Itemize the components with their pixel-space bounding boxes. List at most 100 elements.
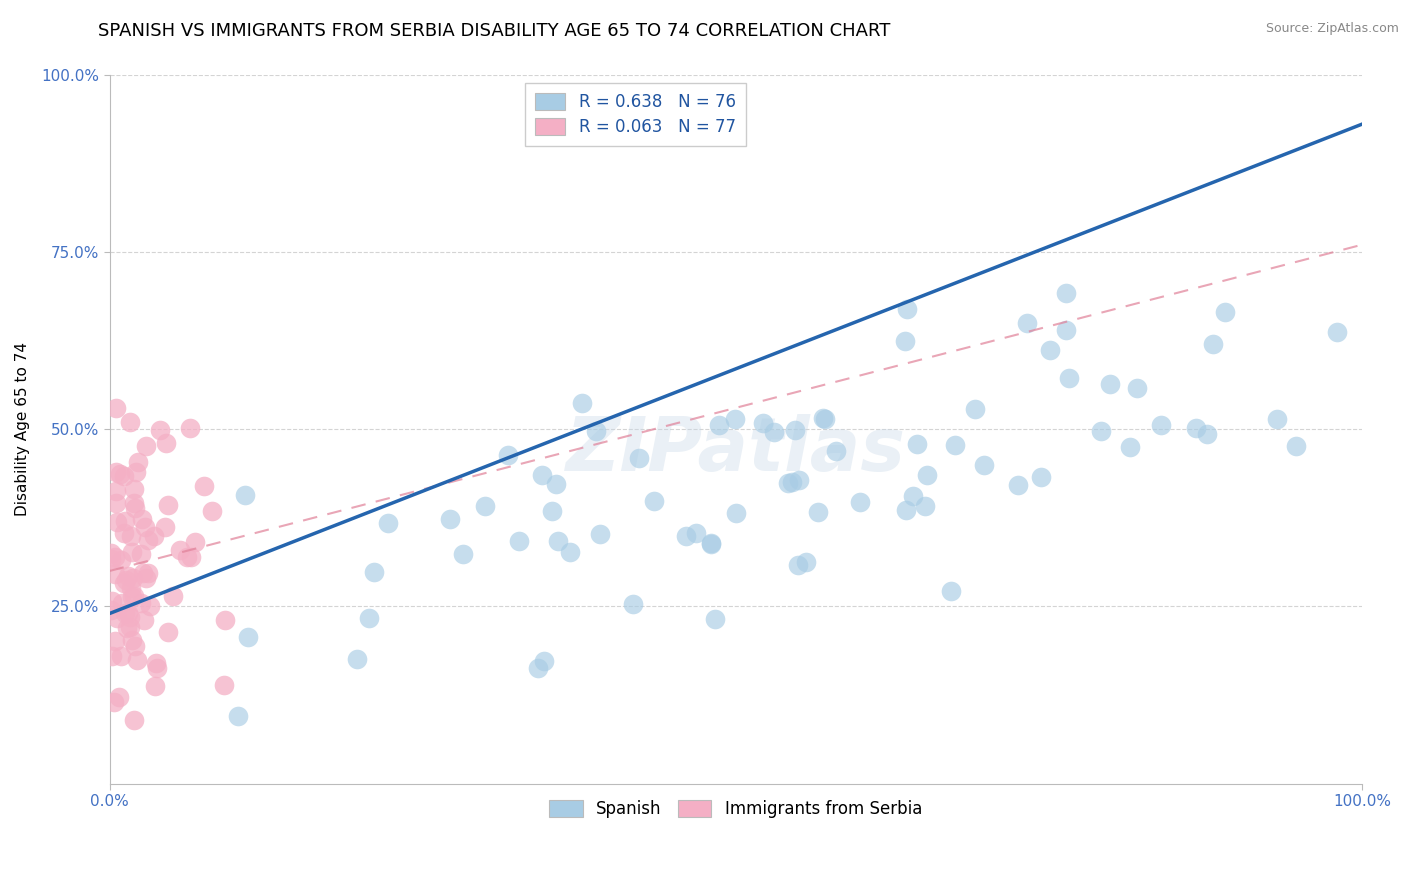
Point (825, 444, 848, 458)
Point (100, 546, 122, 560)
Point (134, 520, 156, 534)
Point (121, 545, 143, 559)
Point (700, 536, 723, 550)
Point (546, 476, 568, 491)
Point (121, 529, 143, 543)
Point (122, 483, 145, 497)
Point (118, 415, 141, 429)
Point (849, 495, 872, 509)
Point (153, 520, 176, 534)
Point (1054, 323, 1077, 337)
Point (1057, 370, 1080, 384)
Point (122, 496, 145, 510)
Point (508, 533, 530, 548)
Point (704, 612, 727, 626)
Point (124, 501, 146, 516)
Point (104, 401, 127, 415)
Point (115, 621, 138, 635)
Point (122, 713, 145, 727)
Point (1007, 477, 1029, 491)
Point (156, 625, 179, 640)
Point (108, 467, 131, 481)
Point (135, 439, 157, 453)
Point (1195, 427, 1218, 442)
Point (149, 424, 172, 438)
Point (787, 558, 810, 573)
Point (621, 597, 644, 611)
Point (915, 467, 938, 482)
Point (112, 469, 135, 483)
Point (893, 334, 915, 348)
Point (585, 424, 607, 438)
Point (114, 514, 136, 528)
Point (1125, 381, 1147, 395)
Point (125, 465, 148, 479)
Point (1039, 343, 1062, 358)
Point (104, 566, 127, 581)
Point (112, 525, 135, 540)
Point (104, 549, 127, 564)
Point (763, 425, 786, 439)
Point (1098, 377, 1121, 392)
Point (685, 525, 707, 540)
Point (571, 396, 593, 410)
Point (156, 499, 179, 513)
Point (179, 421, 201, 435)
Point (110, 553, 132, 567)
Point (973, 458, 995, 473)
Point (814, 411, 837, 425)
Point (105, 465, 128, 479)
Point (138, 533, 160, 548)
Point (118, 620, 141, 634)
Point (1202, 336, 1225, 351)
Point (901, 489, 924, 503)
Point (724, 412, 747, 426)
Point (101, 648, 124, 663)
Point (105, 610, 128, 624)
Point (540, 504, 562, 518)
Point (121, 590, 143, 604)
Point (533, 654, 555, 668)
Point (1213, 305, 1236, 319)
Point (700, 536, 723, 550)
Point (1119, 440, 1142, 454)
Point (117, 568, 139, 582)
Point (787, 474, 810, 488)
Point (129, 596, 152, 610)
Point (114, 607, 136, 621)
Point (104, 496, 127, 510)
Point (643, 493, 665, 508)
Point (451, 547, 474, 561)
Point (943, 438, 966, 452)
Point (169, 543, 191, 558)
Point (439, 512, 461, 526)
Point (104, 633, 127, 648)
Point (896, 502, 918, 516)
Point (496, 448, 519, 462)
Point (724, 506, 747, 520)
Point (939, 584, 962, 599)
Point (103, 695, 125, 709)
Point (118, 609, 141, 624)
Point (794, 555, 817, 569)
Point (100, 603, 122, 617)
Point (1017, 316, 1039, 330)
Point (813, 410, 835, 425)
Point (117, 607, 139, 621)
Point (114, 574, 136, 588)
Point (359, 611, 381, 625)
Point (233, 488, 256, 502)
Point (1285, 438, 1308, 452)
Point (527, 661, 550, 675)
Legend: Spanish, Immigrants from Serbia: Spanish, Immigrants from Serbia (543, 794, 929, 825)
Point (146, 661, 169, 675)
Point (138, 599, 160, 613)
Point (212, 678, 235, 692)
Point (783, 423, 806, 437)
Text: SPANISH VS IMMIGRANTS FROM SERBIA DISABILITY AGE 65 TO 74 CORRELATION CHART: SPANISH VS IMMIGRANTS FROM SERBIA DISABI… (98, 22, 891, 40)
Point (127, 455, 149, 469)
Point (201, 504, 224, 518)
Point (107, 690, 129, 704)
Point (120, 581, 142, 595)
Point (129, 547, 152, 561)
